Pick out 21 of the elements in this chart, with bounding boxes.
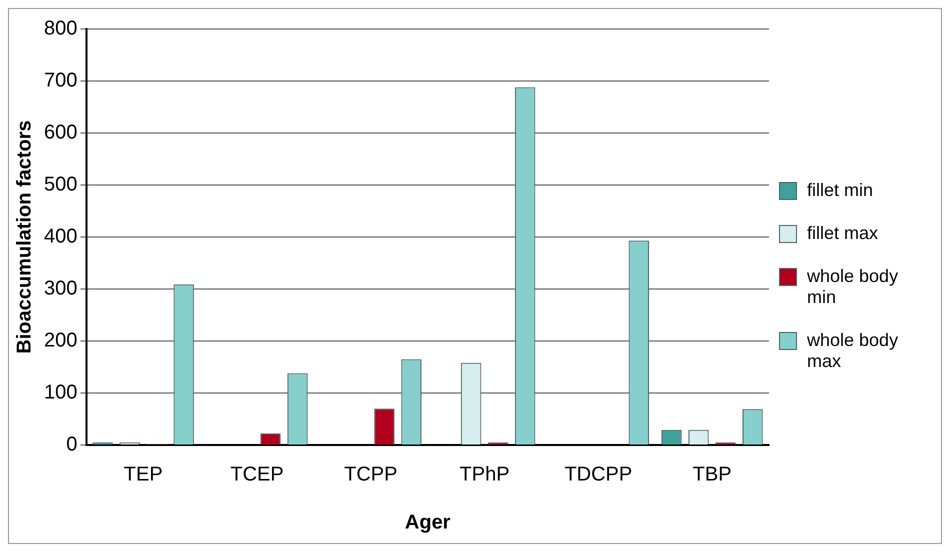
y-tick-label: 300 (44, 278, 78, 300)
x-tick-label: TDCPP (564, 464, 632, 486)
y-tick-label: 800 (44, 18, 78, 40)
x-tick-label: TEP (124, 464, 163, 486)
legend-label: whole body min (807, 266, 900, 308)
y-tick-label: 100 (44, 382, 78, 404)
y-tick-label: 500 (44, 174, 78, 196)
x-tick-label: TPhP (460, 464, 510, 486)
y-tick-label: 400 (44, 226, 78, 248)
legend-label: fillet min (807, 180, 874, 201)
y-tick-label: 200 (44, 330, 78, 352)
legend-label: fillet max (807, 223, 880, 244)
y-tick-label: 700 (44, 70, 78, 92)
y-tick-label: 600 (44, 122, 78, 144)
x-tick-label: TBP (692, 464, 732, 486)
y-axis-title: Bioaccumulation factors (14, 120, 36, 354)
y-tick-label: 0 (66, 434, 78, 456)
x-tick-label: TCPP (344, 464, 398, 486)
legend-label: whole body max (807, 330, 900, 372)
x-axis-title: Ager (404, 512, 451, 534)
x-tick-label: TCEP (230, 464, 284, 486)
